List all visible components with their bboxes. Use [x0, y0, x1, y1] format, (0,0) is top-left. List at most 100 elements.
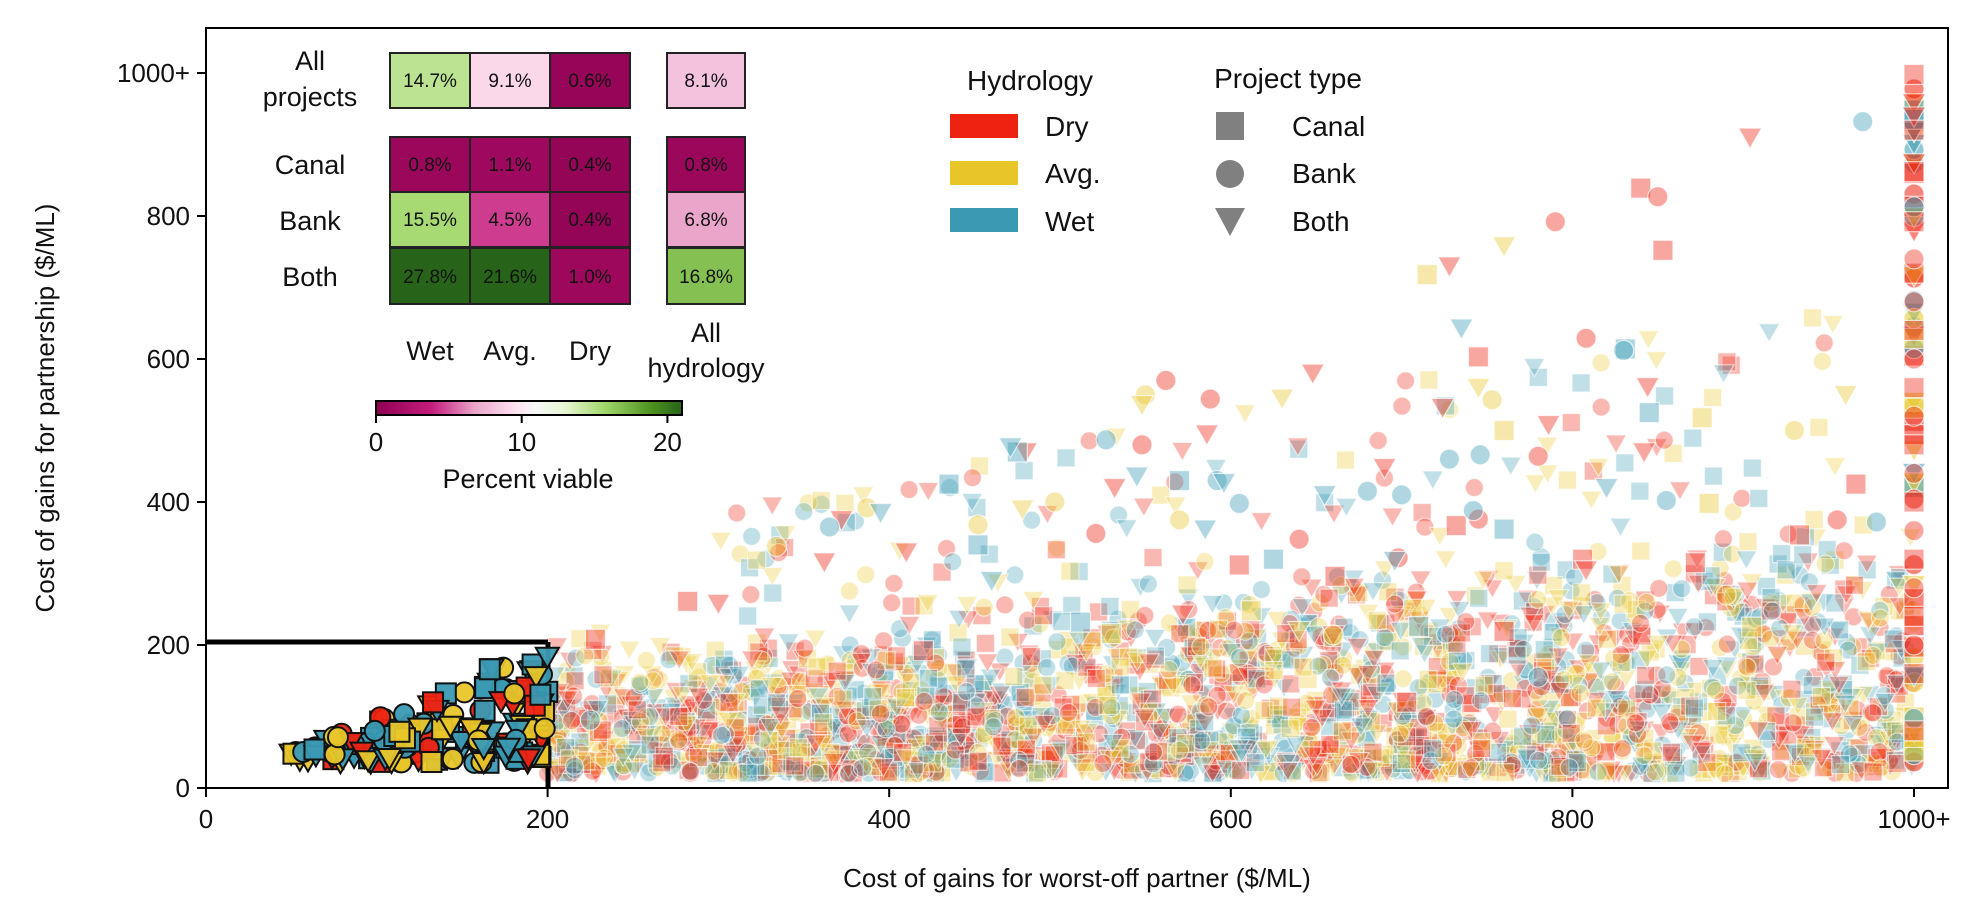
data-point-faded	[1814, 333, 1834, 353]
data-point-faded	[1169, 740, 1190, 760]
data-point-dry-bank	[1903, 519, 1925, 542]
data-point-faded	[795, 638, 815, 658]
data-point-faded	[1591, 353, 1611, 373]
data-point-faded	[1707, 701, 1727, 722]
heatmap-cell-value: 8.1%	[684, 71, 727, 92]
data-point-dry-bank	[1575, 327, 1597, 349]
x-axis-label: Cost of gains for worst-off partner ($/M…	[843, 863, 1311, 893]
data-point-faded	[1815, 554, 1835, 574]
data-point-faded	[1672, 579, 1692, 599]
data-point-faded	[1551, 628, 1571, 648]
data-point-faded	[1844, 575, 1865, 595]
data-point-faded	[1319, 588, 1339, 608]
legend-label-wet: Wet	[1045, 206, 1094, 237]
data-point-faded	[1612, 738, 1632, 759]
data-point-faded	[1086, 668, 1106, 689]
data-point-faded	[1332, 721, 1352, 741]
data-point-faded	[1613, 594, 1633, 614]
data-point-faded	[1444, 689, 1465, 710]
data-point-faded	[644, 686, 667, 707]
data-point-faded	[1742, 458, 1762, 478]
data-point-faded	[943, 552, 963, 572]
data-point-faded	[669, 706, 689, 727]
data-point-faded	[1637, 592, 1657, 612]
data-point-faded	[1138, 574, 1158, 594]
data-point-faded	[1390, 641, 1410, 661]
data-point-dry-canal	[1684, 552, 1706, 574]
data-point-avg-bank	[1168, 509, 1191, 531]
data-point-faded	[1168, 704, 1188, 724]
data-point-faded	[952, 637, 972, 657]
data-point-faded	[1804, 707, 1825, 727]
data-point-faded	[1027, 763, 1048, 783]
data-point-faded	[1783, 713, 1803, 733]
hydrology-legend-title: Hydrology	[967, 65, 1093, 96]
data-point-faded	[1740, 657, 1764, 678]
data-point-faded	[1052, 611, 1072, 632]
heatmap-cell-value: 1.1%	[488, 155, 531, 176]
data-point-wet-canal	[1262, 548, 1285, 570]
data-point-dry-bank	[1903, 405, 1925, 427]
data-point-wet-bank	[1865, 511, 1888, 533]
data-point-faded	[1480, 579, 1504, 599]
data-point-wet-bank	[1438, 448, 1461, 470]
data-point-faded	[1021, 646, 1042, 667]
data-point-faded	[1341, 754, 1361, 775]
data-point-dry-canal	[1903, 161, 1925, 183]
data-point-avg-bank	[765, 535, 788, 557]
data-point-wet-canal	[1408, 615, 1430, 638]
data-point-faded	[1143, 742, 1164, 762]
data-point-faded	[1018, 716, 1038, 736]
data-point-faded	[1812, 351, 1832, 371]
data-point-faded	[1293, 657, 1313, 677]
data-point-viable	[453, 681, 476, 704]
data-point-dry-canal	[1903, 211, 1925, 233]
data-point-dry-bank	[1903, 577, 1925, 599]
data-point-avg-bank	[1715, 584, 1737, 606]
data-point-faded	[1251, 579, 1272, 600]
data-point-dry-canal	[1228, 554, 1250, 576]
faded-points-layer	[537, 78, 1927, 785]
y-tick-label: 200	[147, 630, 190, 660]
data-point-faded	[1000, 627, 1020, 647]
data-point-faded	[1396, 371, 1416, 391]
data-point-viable	[503, 682, 526, 705]
data-point-faded	[1464, 477, 1484, 498]
legend-label-both: Both	[1292, 206, 1350, 237]
data-point-faded	[835, 493, 855, 513]
x-tick-label: 0	[199, 804, 213, 834]
data-point-faded	[1825, 593, 1845, 613]
data-point-faded	[833, 689, 853, 709]
data-point-faded	[1570, 683, 1590, 703]
data-point-faded	[1809, 417, 1829, 438]
heatmap-cell-value: 0.8%	[408, 155, 451, 176]
data-point-faded	[813, 713, 834, 733]
data-point-faded	[1368, 430, 1388, 451]
data-point-faded	[1666, 763, 1686, 783]
data-point-dry-canal	[584, 628, 607, 650]
data-point-faded	[1471, 691, 1491, 711]
data-point-faded	[747, 550, 767, 570]
data-point-faded	[1409, 570, 1432, 591]
data-point-dry-bank	[1903, 634, 1925, 656]
data-point-faded	[1834, 541, 1854, 561]
data-point-faded	[1685, 549, 1709, 570]
data-point-faded	[1625, 713, 1646, 733]
heatmap-cell-value: 0.6%	[568, 71, 611, 92]
data-point-avg-canal	[1416, 264, 1438, 286]
data-point-faded	[1528, 589, 1548, 610]
data-point-faded	[1507, 639, 1530, 660]
data-point-dry-canal	[1788, 524, 1811, 546]
data-point-faded	[719, 693, 739, 713]
data-point-faded	[1830, 755, 1851, 775]
heatmap-all-hydrology-label-2: hydrology	[647, 353, 765, 383]
data-point-faded	[992, 736, 1012, 756]
data-point-faded	[1869, 742, 1889, 762]
data-point-faded	[1254, 701, 1274, 721]
data-point-wet-bank	[1527, 666, 1549, 688]
heatmap-row-label-bank: Bank	[279, 206, 341, 236]
data-point-viable	[303, 738, 326, 761]
data-point-faded	[1472, 738, 1492, 759]
data-point-faded	[1292, 567, 1312, 587]
data-point-faded	[1596, 761, 1616, 781]
